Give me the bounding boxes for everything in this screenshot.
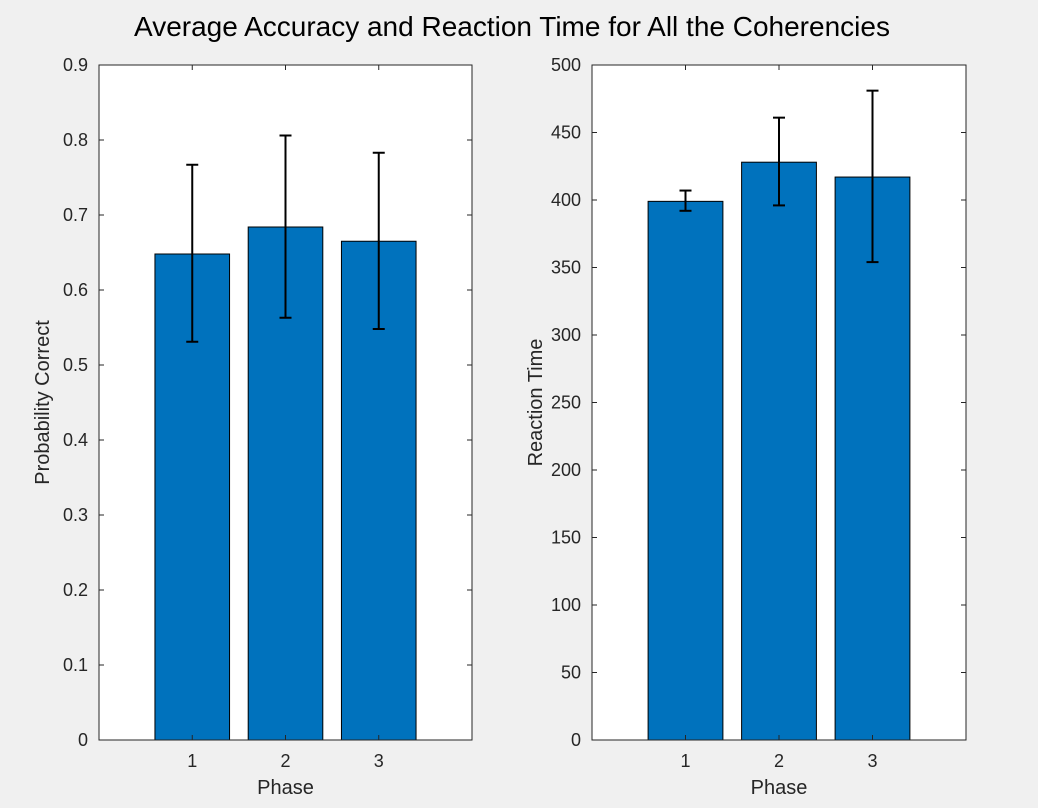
- x-tick-label: 2: [774, 751, 784, 771]
- y-tick-label: 0.3: [63, 505, 88, 525]
- error-bar-3: [866, 89, 879, 264]
- y-tick-label: 0.2: [63, 580, 88, 600]
- bar-1: [647, 200, 724, 741]
- error-bar-1: [186, 163, 199, 343]
- y-tick-label: 0.8: [63, 130, 88, 150]
- error-bar-2: [279, 134, 292, 319]
- y-tick-label: 0.9: [63, 55, 88, 75]
- reaction-time-chart: 0 50 100 150 200 250 300 350 400 450 500 1 2 3 Phase Re…: [525, 55, 967, 799]
- y-tick-label: 0.1: [63, 655, 88, 675]
- x-axis-label: Phase: [257, 777, 314, 799]
- x-tick-label: 3: [374, 751, 384, 771]
- y-tick-label: 400: [551, 190, 581, 210]
- x-tick-label: 2: [280, 751, 290, 771]
- bar-2: [741, 161, 817, 741]
- y-tick-label: 350: [551, 258, 581, 278]
- error-bar-1: [679, 189, 692, 212]
- y-tick-label: 100: [551, 595, 581, 615]
- figure-title: Average Accuracy and Reaction Time for A…: [134, 11, 890, 42]
- x-tick-label: 3: [867, 751, 877, 771]
- x-tick-label: 1: [680, 751, 690, 771]
- error-bar-3: [372, 151, 385, 330]
- y-tick-label: 450: [551, 123, 581, 143]
- y-tick-label: 0: [78, 730, 88, 750]
- x-tick-label: 1: [187, 751, 197, 771]
- accuracy-chart: 0 0.1 0.2 0.3 0.4 0.5 0.6 0.7 0.8 0.9 1 2 3 Phase Prob…: [32, 55, 473, 799]
- y-tick-label: 0: [571, 730, 581, 750]
- y-tick-label: 0.4: [63, 430, 88, 450]
- y-tick-label: 50: [561, 663, 581, 683]
- y-tick-label: 0.5: [63, 355, 88, 375]
- error-bar-2: [773, 116, 785, 207]
- x-axis-label: Phase: [751, 777, 808, 799]
- y-tick-label: 500: [551, 55, 581, 75]
- y-tick-label: 150: [551, 528, 581, 548]
- bar-3: [834, 176, 911, 741]
- y-tick-label: 300: [551, 325, 581, 345]
- y-tick-label: 200: [551, 460, 581, 480]
- y-tick-label: 0.6: [63, 280, 88, 300]
- y-tick-label: 0.7: [63, 205, 88, 225]
- y-axis-label: Probability Correct: [32, 320, 54, 485]
- y-tick-label: 250: [551, 393, 581, 413]
- y-axis-label: Reaction Time: [525, 339, 547, 467]
